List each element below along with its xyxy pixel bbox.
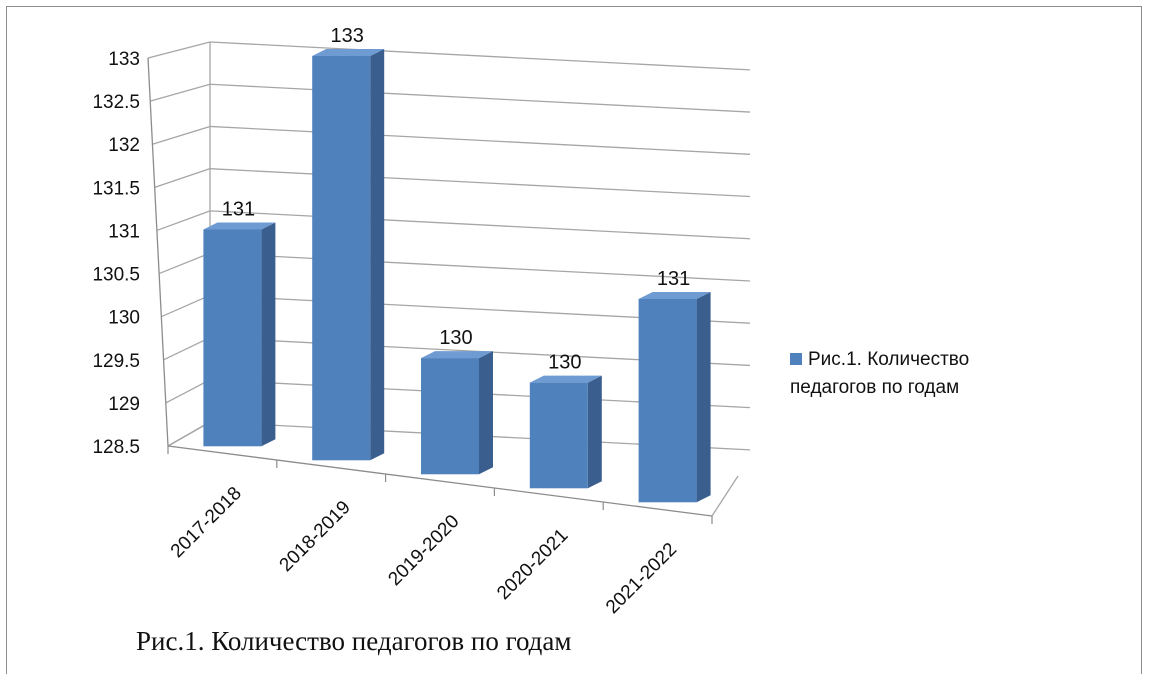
gridline-back-wall xyxy=(209,41,751,71)
y-tick-label: 132 xyxy=(108,135,140,156)
data-label: 131 xyxy=(222,198,255,220)
gridline-left-wall xyxy=(152,125,211,145)
bar xyxy=(421,358,479,475)
x-tick-label: 2017-2018 xyxy=(167,483,246,562)
bar xyxy=(203,229,262,447)
chart-frame xyxy=(6,6,1142,674)
gridline-left-wall xyxy=(158,252,211,275)
bar-side xyxy=(587,375,602,489)
data-label: 130 xyxy=(439,327,472,349)
y-tick-label: 130.5 xyxy=(92,265,140,286)
axis-layer: 128.5 129 129.5 130 130.5 131 131.5 132 132.5 133 xyxy=(92,49,713,524)
y-tick-label: 129 xyxy=(108,394,140,415)
gridline-left-wall xyxy=(161,294,211,318)
gridline-left-wall xyxy=(154,168,211,188)
data-label: 131 xyxy=(657,268,690,290)
y-tick-label: 130 xyxy=(108,308,140,329)
x-tick-label: 2019-2020 xyxy=(384,511,463,590)
bar-side xyxy=(696,291,711,503)
bar-top xyxy=(421,351,493,359)
x-tick-label: 2021-2022 xyxy=(602,539,681,618)
y-tick-label: 132.5 xyxy=(92,92,140,113)
gridline-back-wall xyxy=(209,168,751,198)
gridline-back-wall xyxy=(209,83,751,113)
bar xyxy=(529,382,588,489)
gridline-left-wall xyxy=(165,379,211,404)
bars-layer xyxy=(203,49,711,503)
bar-side xyxy=(261,222,276,447)
bar xyxy=(312,56,371,461)
gridline-back-wall xyxy=(209,125,751,155)
floor-right-edge xyxy=(711,475,739,517)
bar xyxy=(638,298,697,503)
y-tick-label: 131.5 xyxy=(92,178,140,199)
floor-left-edge xyxy=(167,421,211,447)
bar-side xyxy=(479,351,493,475)
figure-caption: Рис.1. Количество педагогов по годам xyxy=(136,626,572,656)
bar-side xyxy=(370,49,385,461)
gridline-left-wall xyxy=(150,83,211,102)
x-tick-label: 2020-2021 xyxy=(493,525,572,604)
legend-swatch xyxy=(790,353,802,365)
data-label: 130 xyxy=(548,352,581,374)
y-tick-label: 133 xyxy=(108,49,140,70)
legend: Рис.1. Количество педагогов по годам xyxy=(790,346,990,402)
gridline-left-wall xyxy=(156,210,211,232)
gridline-left-wall xyxy=(147,41,211,59)
bar-top xyxy=(638,291,711,299)
bar-top xyxy=(312,49,385,56)
bar-top xyxy=(203,222,276,230)
x-axis-line xyxy=(167,445,713,517)
x-tick-label: 2018-2019 xyxy=(276,497,355,576)
gridline-back-wall xyxy=(209,252,751,282)
y-axis-line xyxy=(147,57,169,447)
y-tick-label: 129.5 xyxy=(92,351,140,372)
gridline-back-wall xyxy=(209,210,751,240)
y-tick-label: 128.5 xyxy=(92,437,140,458)
bar-top xyxy=(529,375,602,383)
data-label: 133 xyxy=(331,25,364,47)
legend-label: Рис.1. Количество педагогов по годам xyxy=(790,349,970,398)
y-tick-label: 131 xyxy=(108,221,140,242)
gridline-left-wall xyxy=(163,336,211,361)
